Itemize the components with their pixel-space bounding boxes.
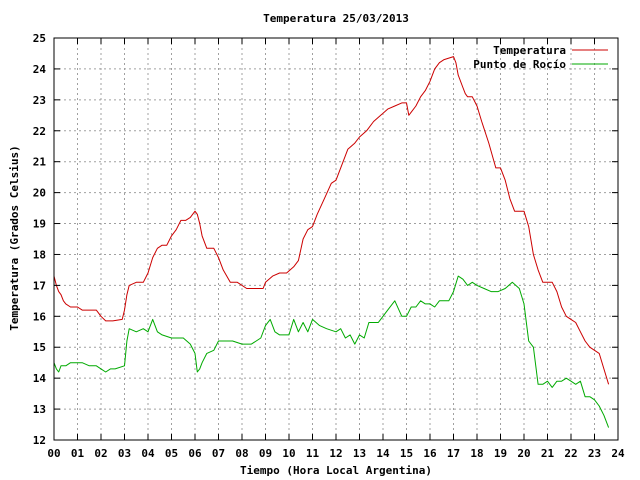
series-line-temperatura <box>53 56 610 385</box>
x-tick-labels: 00 01 02 03 04 05 06 07 08 09 10 11 12 13 14 15 16 17 18 19… <box>47 447 625 460</box>
series-layer <box>53 56 610 428</box>
x-tick-label: 05 <box>165 447 178 460</box>
y-tick-label: 12 <box>33 434 46 447</box>
legend-label: Temperatura <box>493 44 566 57</box>
x-tick-label: 03 <box>118 447 131 460</box>
y-tick-label: 18 <box>33 248 46 261</box>
x-tick-label: 04 <box>141 447 155 460</box>
x-tick-label: 09 <box>259 447 272 460</box>
y-tick-label: 20 <box>33 187 46 200</box>
y-tick-label: 15 <box>33 341 46 354</box>
x-tick-label: 02 <box>94 447 107 460</box>
x-tick-label: 23 <box>588 447 601 460</box>
x-tick-label: 01 <box>71 447 85 460</box>
x-axis-label: Tiempo (Hora Local Argentina) <box>240 464 432 477</box>
y-tick-label: 16 <box>33 310 47 323</box>
y-tick-label: 24 <box>33 63 47 76</box>
axis-ticks <box>53 37 619 441</box>
y-tick-label: 17 <box>33 279 46 292</box>
x-tick-label: 14 <box>376 447 390 460</box>
x-tick-label: 10 <box>282 447 295 460</box>
x-tick-label: 16 <box>423 447 437 460</box>
chart-title: Temperatura 25/03/2013 <box>263 12 409 25</box>
x-tick-label: 22 <box>564 447 577 460</box>
y-tick-label: 19 <box>33 218 46 231</box>
x-tick-label: 17 <box>447 447 460 460</box>
x-tick-label: 07 <box>212 447 225 460</box>
x-tick-label: 12 <box>329 447 342 460</box>
x-tick-label: 20 <box>517 447 530 460</box>
x-tick-label: 18 <box>470 447 483 460</box>
legend-label: Punto de Rocío <box>473 58 566 71</box>
x-tick-label: 24 <box>611 447 625 460</box>
x-tick-label: 21 <box>541 447 555 460</box>
y-tick-label: 25 <box>33 32 46 45</box>
y-tick-label: 23 <box>33 94 46 107</box>
x-tick-label: 19 <box>494 447 507 460</box>
y-tick-label: 14 <box>33 372 47 385</box>
y-axis-label: Temperatura (Grados Celsius) <box>8 145 21 330</box>
y-tick-label: 13 <box>33 403 46 416</box>
x-tick-label: 13 <box>353 447 366 460</box>
x-tick-label: 00 <box>47 447 60 460</box>
x-tick-label: 08 <box>235 447 248 460</box>
x-tick-label: 11 <box>306 447 320 460</box>
grid-lines <box>54 38 618 440</box>
y-tick-label: 22 <box>33 125 46 138</box>
x-tick-label: 15 <box>400 447 413 460</box>
series-line-punto-de-rocio <box>53 275 610 428</box>
x-tick-label: 06 <box>188 447 202 460</box>
y-tick-label: 21 <box>33 156 47 169</box>
y-tick-labels: 12 13 14 15 16 17 18 19 20 21 22 23 24 25 <box>33 32 47 447</box>
